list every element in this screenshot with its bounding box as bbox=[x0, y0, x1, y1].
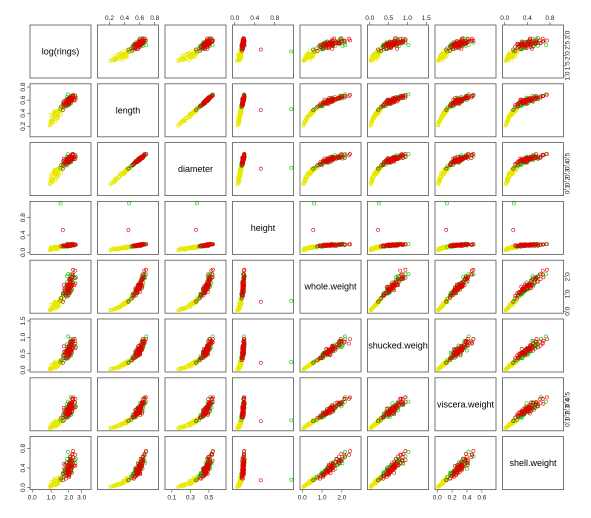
data-point bbox=[194, 201, 199, 206]
data-point bbox=[206, 42, 210, 47]
variable-label: length bbox=[116, 105, 141, 115]
panel-0-1 bbox=[97, 24, 159, 79]
data-point bbox=[376, 201, 381, 206]
data-point bbox=[110, 58, 115, 63]
data-point bbox=[178, 58, 182, 63]
data-point bbox=[194, 227, 198, 232]
data-point bbox=[406, 43, 411, 47]
data-point bbox=[138, 36, 143, 41]
data-point bbox=[133, 42, 138, 47]
data-point bbox=[444, 201, 449, 206]
data-point bbox=[289, 165, 294, 170]
panel-2-4 bbox=[299, 142, 362, 197]
data-point bbox=[236, 58, 241, 63]
data-point bbox=[58, 201, 63, 206]
data-point bbox=[545, 38, 549, 43]
data-point bbox=[376, 227, 380, 232]
data-point bbox=[289, 49, 294, 54]
data-point bbox=[179, 58, 184, 62]
data-point bbox=[201, 42, 206, 47]
data-point bbox=[111, 58, 116, 62]
panel-0-2 bbox=[164, 24, 227, 79]
data-point bbox=[511, 201, 516, 206]
data-point bbox=[258, 166, 263, 171]
data-point bbox=[127, 49, 132, 54]
data-point bbox=[210, 39, 215, 44]
data-point bbox=[185, 52, 190, 56]
data-point bbox=[121, 49, 126, 53]
data-point bbox=[237, 52, 242, 56]
variable-label: height bbox=[251, 223, 276, 233]
data-point bbox=[192, 54, 197, 59]
data-point bbox=[194, 49, 199, 54]
data-point bbox=[258, 108, 263, 112]
data-point bbox=[289, 107, 294, 112]
data-point bbox=[179, 54, 184, 58]
data-point bbox=[126, 47, 131, 52]
variable-label: log(rings) bbox=[42, 47, 80, 57]
data-point bbox=[207, 37, 212, 42]
data-point bbox=[182, 53, 187, 58]
data-point bbox=[203, 43, 208, 48]
data-point bbox=[121, 54, 125, 59]
data-point bbox=[113, 54, 117, 58]
data-point bbox=[444, 227, 449, 232]
panel-4-1 bbox=[97, 259, 159, 314]
data-point bbox=[239, 54, 244, 59]
data-point bbox=[59, 112, 64, 117]
panel-0-3 bbox=[232, 24, 294, 79]
data-point bbox=[133, 46, 138, 51]
data-point bbox=[201, 46, 205, 51]
panel-4-0 bbox=[29, 259, 92, 314]
variable-label: diameter bbox=[178, 164, 213, 174]
panel-1-4 bbox=[299, 83, 362, 138]
data-point bbox=[308, 49, 313, 53]
data-point bbox=[511, 227, 516, 232]
data-point bbox=[61, 227, 65, 232]
data-point bbox=[126, 227, 131, 232]
data-point bbox=[132, 41, 137, 46]
data-point bbox=[136, 42, 141, 47]
panel-0-0 bbox=[29, 24, 92, 79]
data-point bbox=[205, 37, 209, 42]
data-point bbox=[194, 47, 198, 52]
data-point bbox=[137, 37, 142, 42]
data-point bbox=[117, 52, 122, 56]
data-point bbox=[120, 58, 125, 62]
data-point bbox=[135, 43, 140, 48]
data-point bbox=[127, 201, 132, 206]
data-point bbox=[184, 53, 189, 57]
data-point bbox=[124, 54, 129, 59]
data-point bbox=[258, 47, 263, 52]
data-point bbox=[59, 170, 64, 175]
data-point bbox=[189, 54, 193, 59]
data-point bbox=[113, 57, 118, 62]
data-point bbox=[311, 227, 316, 232]
data-point bbox=[123, 55, 128, 60]
data-point bbox=[189, 49, 194, 53]
data-point bbox=[48, 113, 53, 117]
data-point bbox=[142, 39, 147, 44]
data-point bbox=[312, 201, 317, 206]
data-point bbox=[544, 43, 548, 47]
